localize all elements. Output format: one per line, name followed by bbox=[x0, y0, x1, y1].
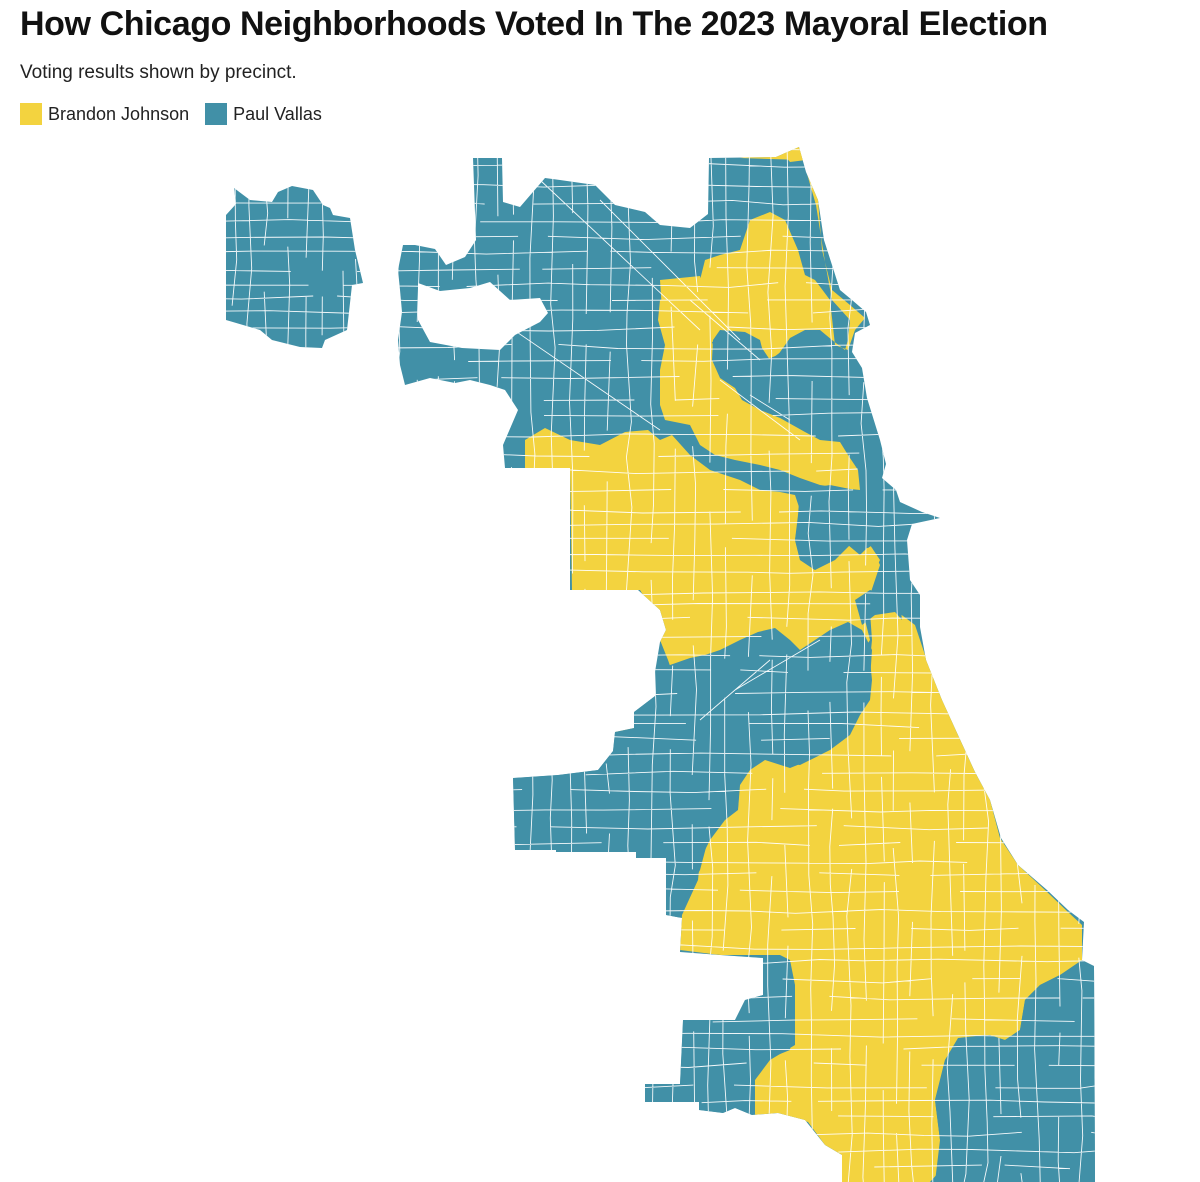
chart-header: How Chicago Neighborhoods Voted In The 2… bbox=[20, 0, 1190, 126]
precinct-map bbox=[0, 140, 1200, 1182]
legend-swatch-johnson bbox=[20, 103, 42, 125]
vallas-island-bridgeport bbox=[855, 590, 902, 625]
vallas-island-loop bbox=[795, 485, 885, 570]
johnson-region-west-side bbox=[525, 428, 880, 700]
vallas-island-southeast bbox=[935, 965, 1095, 1182]
map-body bbox=[226, 147, 1095, 1182]
page-title: How Chicago Neighborhoods Voted In The 2… bbox=[20, 5, 1048, 43]
legend-swatch-vallas bbox=[205, 103, 228, 125]
legend: Brandon Johnson Paul Vallas bbox=[20, 102, 1190, 126]
page-subtitle: Voting results shown by precinct. bbox=[20, 62, 297, 83]
johnson-region-south-lakefront bbox=[680, 610, 1082, 1182]
johnson-region-north-lakefront bbox=[658, 150, 865, 490]
chicago-precinct-map-svg bbox=[226, 147, 1095, 1182]
legend-label-vallas: Paul Vallas bbox=[233, 104, 322, 124]
legend-label-johnson: Brandon Johnson bbox=[48, 104, 190, 124]
johnson-region-west-humboldt bbox=[710, 495, 795, 515]
legend-item-vallas: Paul Vallas bbox=[205, 102, 322, 126]
legend-item-johnson: Brandon Johnson bbox=[20, 102, 189, 126]
